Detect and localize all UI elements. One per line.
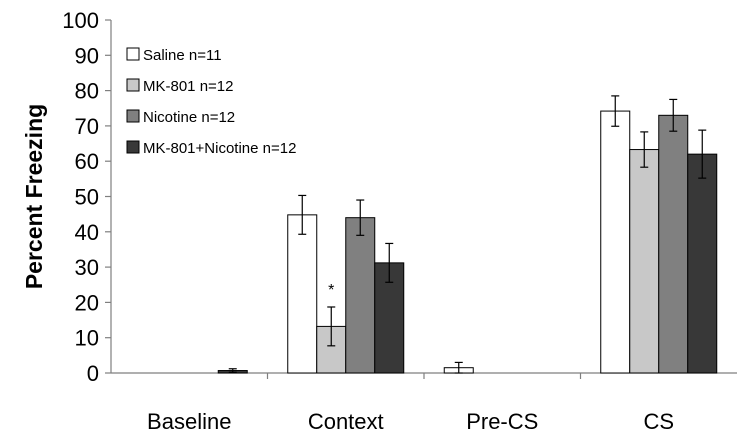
- x-tick-label: Baseline: [147, 409, 231, 434]
- y-tick-label: 80: [75, 79, 99, 104]
- bar-cs: [600, 110, 631, 374]
- legend: Saline n=11 MK-801 n=12 Nicotine n=12 MK-80…: [126, 47, 296, 157]
- bar-cs: [629, 149, 660, 374]
- error-bars: [228, 95, 707, 374]
- y-tick-label: 60: [75, 149, 99, 174]
- legend-swatch: [126, 47, 140, 61]
- y-tick-label: 70: [75, 114, 99, 139]
- bar-cs: [658, 114, 689, 374]
- legend-label: Nicotine n=12: [143, 109, 235, 126]
- legend-label: MK-801 n=12: [143, 78, 233, 95]
- legend-swatch: [126, 78, 140, 92]
- x-tick-label: Pre-CS: [466, 409, 538, 434]
- y-tick-label: 20: [75, 290, 99, 315]
- legend-label: MK-801+Nicotine n=12: [143, 140, 296, 157]
- bar-cs: [687, 153, 718, 374]
- annotations: *: [328, 282, 334, 299]
- x-tick-label: CS: [643, 409, 674, 434]
- bars: [217, 110, 718, 374]
- y-tick-label: 90: [75, 43, 99, 68]
- y-tick-labels: 0 10 20 30 40 50 60 70 80 90 100: [62, 8, 99, 386]
- y-tick-label: 0: [87, 361, 99, 386]
- legend-label: Saline n=11: [143, 47, 222, 64]
- y-tick-label: 10: [75, 326, 99, 351]
- bar-context: [345, 217, 376, 374]
- y-tick-label: 30: [75, 255, 99, 280]
- y-tick-label: 100: [62, 8, 99, 33]
- y-axis-label: Percent Freezing: [21, 104, 47, 289]
- significance-marker: *: [328, 282, 334, 299]
- legend-swatch: [126, 140, 140, 154]
- legend-swatch: [126, 109, 140, 123]
- x-tick-labels: Baseline Context Pre-CS CS: [147, 409, 674, 434]
- x-tick-label: Context: [308, 409, 384, 434]
- bar-context: [287, 214, 318, 374]
- y-tick-label: 40: [75, 220, 99, 245]
- y-tick-label: 50: [75, 185, 99, 210]
